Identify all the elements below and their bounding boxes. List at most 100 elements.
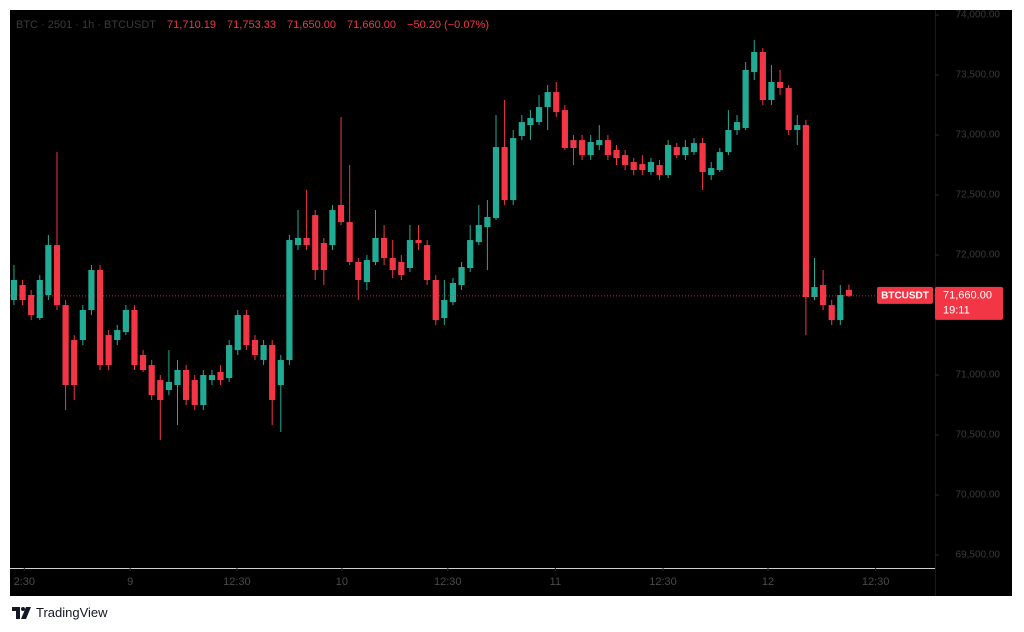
- candle-body: [510, 138, 517, 201]
- candle-body: [665, 145, 672, 175]
- y-tick-label: 72,000.00: [956, 250, 1001, 261]
- candle-body: [200, 375, 207, 406]
- candle-body: [114, 330, 121, 340]
- candle-body: [613, 150, 620, 159]
- x-tick-label: 11: [550, 576, 561, 588]
- open-value: 71,710.19: [167, 19, 216, 31]
- candle-body: [716, 152, 723, 171]
- candle-body: [604, 140, 612, 156]
- candle-body: [733, 122, 741, 130]
- candle-body: [673, 147, 680, 156]
- candle-body: [441, 300, 448, 319]
- candle-body: [320, 243, 327, 271]
- candle-body: [183, 370, 190, 400]
- candle-body: [105, 335, 112, 366]
- candle-body: [484, 217, 491, 228]
- brand-name: TradingView: [36, 605, 108, 620]
- candle-body: [561, 110, 568, 148]
- x-tick-label: 2:30: [14, 576, 35, 588]
- candle-body: [742, 70, 749, 129]
- candle-body: [544, 92, 551, 108]
- candle-body: [88, 270, 95, 310]
- candle-body: [62, 305, 69, 385]
- candle-body: [415, 240, 422, 244]
- candle-body: [355, 262, 362, 280]
- candle-body: [165, 382, 172, 391]
- high-value: 71,753.33: [227, 19, 276, 31]
- candle-body: [157, 380, 164, 400]
- candle-body: [139, 355, 147, 370]
- candle-body: [475, 225, 482, 243]
- candle-body: [587, 142, 594, 156]
- candle-body: [346, 222, 353, 262]
- candle-body: [596, 140, 603, 145]
- candle-body: [647, 162, 655, 172]
- candle-body: [802, 125, 809, 298]
- candle-body: [174, 370, 181, 385]
- candle-body: [725, 130, 732, 153]
- candle-body: [837, 295, 844, 321]
- y-tick-label: 70,500.00: [956, 430, 1001, 441]
- candle-body: [71, 340, 78, 385]
- candle-body: [380, 238, 388, 259]
- candle-body: [535, 107, 543, 123]
- candle-body: [432, 280, 439, 321]
- change-value: −50.20 (−0.07%): [407, 19, 489, 31]
- candle-body: [845, 289, 853, 296]
- candle-body: [372, 238, 379, 262]
- candle-body: [751, 52, 758, 73]
- candle-body: [79, 310, 86, 340]
- candle-body: [776, 82, 784, 88]
- candle-body: [243, 315, 250, 346]
- y-tick-label: 71,000.00: [956, 370, 1001, 381]
- candle-body: [10, 280, 18, 301]
- x-tick-label: 10: [336, 576, 348, 588]
- low-value: 71,650.00: [287, 19, 336, 31]
- candle-body: [226, 345, 233, 379]
- candle-body: [682, 147, 689, 156]
- chart-background: [10, 10, 1012, 596]
- candle-body: [699, 143, 706, 172]
- candle-body: [794, 125, 801, 130]
- candle-body: [639, 164, 646, 171]
- candle-body: [768, 82, 775, 100]
- candle-body: [398, 262, 405, 276]
- candle-body: [819, 285, 827, 306]
- candle-body: [217, 372, 224, 381]
- candle-body: [708, 168, 715, 175]
- candle-body: [501, 147, 508, 201]
- candle-body: [811, 287, 818, 298]
- candle-body: [518, 122, 525, 136]
- candle-body: [122, 310, 129, 333]
- y-tick-label: 74,000.00: [956, 10, 1001, 21]
- candle-body: [312, 215, 319, 271]
- candle-body: [467, 240, 474, 268]
- candle-body: [131, 310, 138, 366]
- candle-body: [578, 140, 586, 156]
- candle-body: [53, 245, 61, 306]
- candle-body: [690, 143, 698, 153]
- close-value: 71,660.00: [347, 19, 396, 31]
- candle-body: [785, 88, 792, 130]
- candle-body: [36, 280, 43, 319]
- candle-body: [458, 267, 465, 286]
- y-tick-label: 72,500.00: [956, 190, 1001, 201]
- candle-body: [208, 375, 216, 381]
- candle-body: [492, 147, 500, 219]
- y-tick-label: 69,500.00: [956, 550, 1001, 561]
- candle-body: [234, 315, 241, 351]
- price-tag: [935, 286, 1003, 320]
- candle-body: [148, 365, 155, 396]
- symbol: BTC · 2501 · 1h · BTCUSDT: [16, 19, 156, 31]
- brand[interactable]: TradingView: [12, 605, 108, 620]
- candle-body: [363, 260, 370, 283]
- candle-body: [406, 240, 414, 268]
- candle-body: [449, 283, 457, 303]
- candle-body: [303, 238, 310, 246]
- candle-body: [294, 238, 302, 246]
- brand-logo: [12, 606, 31, 619]
- candle-body: [424, 245, 431, 280]
- candle-body: [622, 155, 629, 166]
